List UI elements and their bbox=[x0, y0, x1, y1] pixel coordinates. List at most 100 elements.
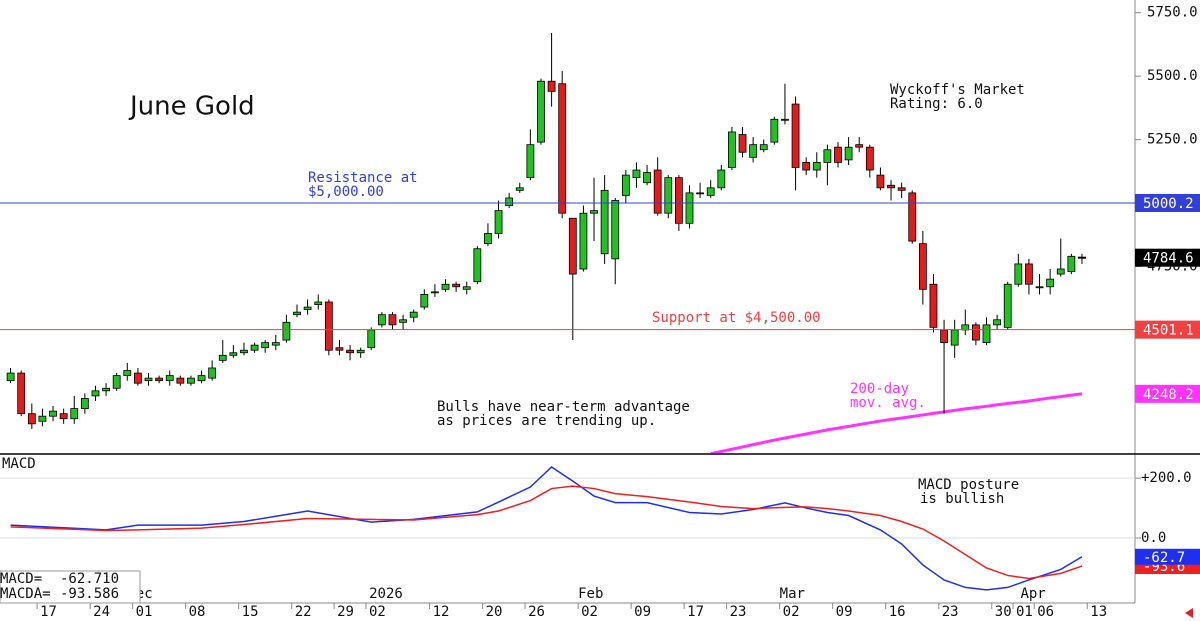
candle-body bbox=[865, 146, 874, 171]
candle-body bbox=[770, 118, 779, 143]
candle-body bbox=[409, 311, 418, 318]
candle-body bbox=[982, 324, 991, 344]
candle-body bbox=[590, 210, 598, 214]
candle-body bbox=[1014, 263, 1023, 285]
candle-body bbox=[1056, 268, 1065, 275]
annotation: Support at $4,500.00 bbox=[652, 310, 821, 326]
x-tick-label: 12 bbox=[433, 604, 450, 620]
candle-body bbox=[781, 118, 789, 121]
value-box-label: -62.7 bbox=[1143, 550, 1185, 566]
value-box-label: 4784.6 bbox=[1143, 251, 1194, 267]
candle-body bbox=[834, 146, 842, 163]
annotation: Bulls have near-term advantage bbox=[437, 399, 690, 415]
candle-body bbox=[123, 370, 132, 376]
readout-box bbox=[0, 570, 141, 604]
candle-body bbox=[823, 149, 832, 163]
period-label: Apr bbox=[1020, 586, 1045, 602]
candle-body bbox=[664, 177, 673, 214]
candle-body bbox=[685, 192, 694, 224]
x-tick-label: 08 bbox=[189, 604, 206, 620]
value-box-label: 5000.2 bbox=[1143, 196, 1194, 212]
period-label: 2026 bbox=[369, 586, 403, 602]
candle-body bbox=[17, 372, 26, 415]
candle-body bbox=[441, 283, 450, 290]
candle-body bbox=[112, 375, 121, 389]
period-label: Mar bbox=[780, 586, 805, 602]
candle-body bbox=[155, 377, 164, 382]
y-tick-label: +200.0 bbox=[1141, 470, 1192, 486]
candle-body bbox=[91, 390, 100, 397]
x-tick-label: 15 bbox=[242, 604, 259, 620]
candle-body bbox=[59, 413, 68, 420]
candle-body bbox=[611, 200, 620, 260]
candle-body bbox=[812, 162, 821, 171]
candle-body bbox=[165, 375, 174, 382]
candle-body bbox=[950, 329, 959, 346]
candle-body bbox=[377, 314, 386, 326]
candle-body bbox=[505, 197, 514, 206]
x-tick-label: 13 bbox=[1090, 604, 1107, 620]
candle-body bbox=[526, 144, 535, 179]
x-tick-label: 02 bbox=[369, 604, 386, 620]
readout-value: -93.586 bbox=[60, 586, 119, 602]
candle-body bbox=[431, 291, 439, 294]
candle-body bbox=[855, 144, 864, 148]
candle-body bbox=[38, 415, 47, 422]
candle-body bbox=[653, 169, 662, 214]
annotation: Resistance at bbox=[308, 170, 418, 186]
candle-body bbox=[484, 233, 492, 245]
candle-body bbox=[568, 217, 577, 275]
period-label: Feb bbox=[578, 586, 603, 602]
candle-body bbox=[271, 342, 280, 346]
x-tick-label: 26 bbox=[528, 604, 545, 620]
candle-body bbox=[674, 177, 683, 224]
candle-body bbox=[632, 169, 641, 179]
value-box bbox=[1135, 548, 1200, 565]
annotation: Wyckoff's Market bbox=[890, 82, 1025, 98]
candle-body bbox=[250, 344, 259, 351]
candle-body bbox=[303, 306, 312, 311]
candle-body bbox=[49, 410, 57, 417]
candle-body bbox=[473, 248, 482, 283]
candle-body bbox=[600, 189, 609, 255]
candle-body bbox=[621, 174, 630, 196]
candle-body bbox=[6, 372, 15, 382]
candle-body bbox=[643, 172, 651, 184]
candle-body bbox=[940, 329, 948, 344]
macd-title: MACD bbox=[2, 456, 36, 472]
candle-body bbox=[367, 329, 376, 349]
candle-body bbox=[314, 301, 323, 305]
y-tick-label: 0.0 bbox=[1141, 530, 1166, 546]
candle-body bbox=[971, 324, 980, 341]
annotation: is bullish bbox=[920, 491, 1004, 507]
candle-body bbox=[897, 187, 906, 191]
candle-body bbox=[749, 144, 758, 158]
x-tick-label: 22 bbox=[295, 604, 312, 620]
candle-body bbox=[144, 377, 153, 382]
candle-body bbox=[452, 283, 461, 288]
candle-body bbox=[918, 243, 927, 290]
candle-body bbox=[929, 283, 938, 328]
scroll-arrow[interactable] bbox=[1185, 608, 1193, 618]
candle-body bbox=[791, 103, 800, 168]
candle-body bbox=[1003, 283, 1012, 328]
candle-body bbox=[494, 210, 503, 234]
candle-body bbox=[844, 146, 853, 161]
annotation: Rating: 6.0 bbox=[890, 96, 983, 112]
x-tick-label: 29 bbox=[337, 604, 354, 620]
macd-panel bbox=[0, 466, 1135, 591]
candle-body bbox=[515, 187, 524, 191]
x-tick-label: 23 bbox=[942, 604, 959, 620]
x-tick-label: 30 bbox=[995, 604, 1012, 620]
candle-body bbox=[558, 83, 567, 214]
x-tick-label: 20 bbox=[486, 604, 503, 620]
candle-body bbox=[27, 413, 36, 425]
annotation: MACD posture bbox=[918, 477, 1019, 493]
x-tick-label: 09 bbox=[836, 604, 853, 620]
candle-body bbox=[218, 354, 227, 361]
candle-body bbox=[728, 131, 736, 168]
candle-body bbox=[462, 286, 471, 290]
candle-body bbox=[176, 377, 185, 384]
candle-body bbox=[1046, 278, 1055, 288]
